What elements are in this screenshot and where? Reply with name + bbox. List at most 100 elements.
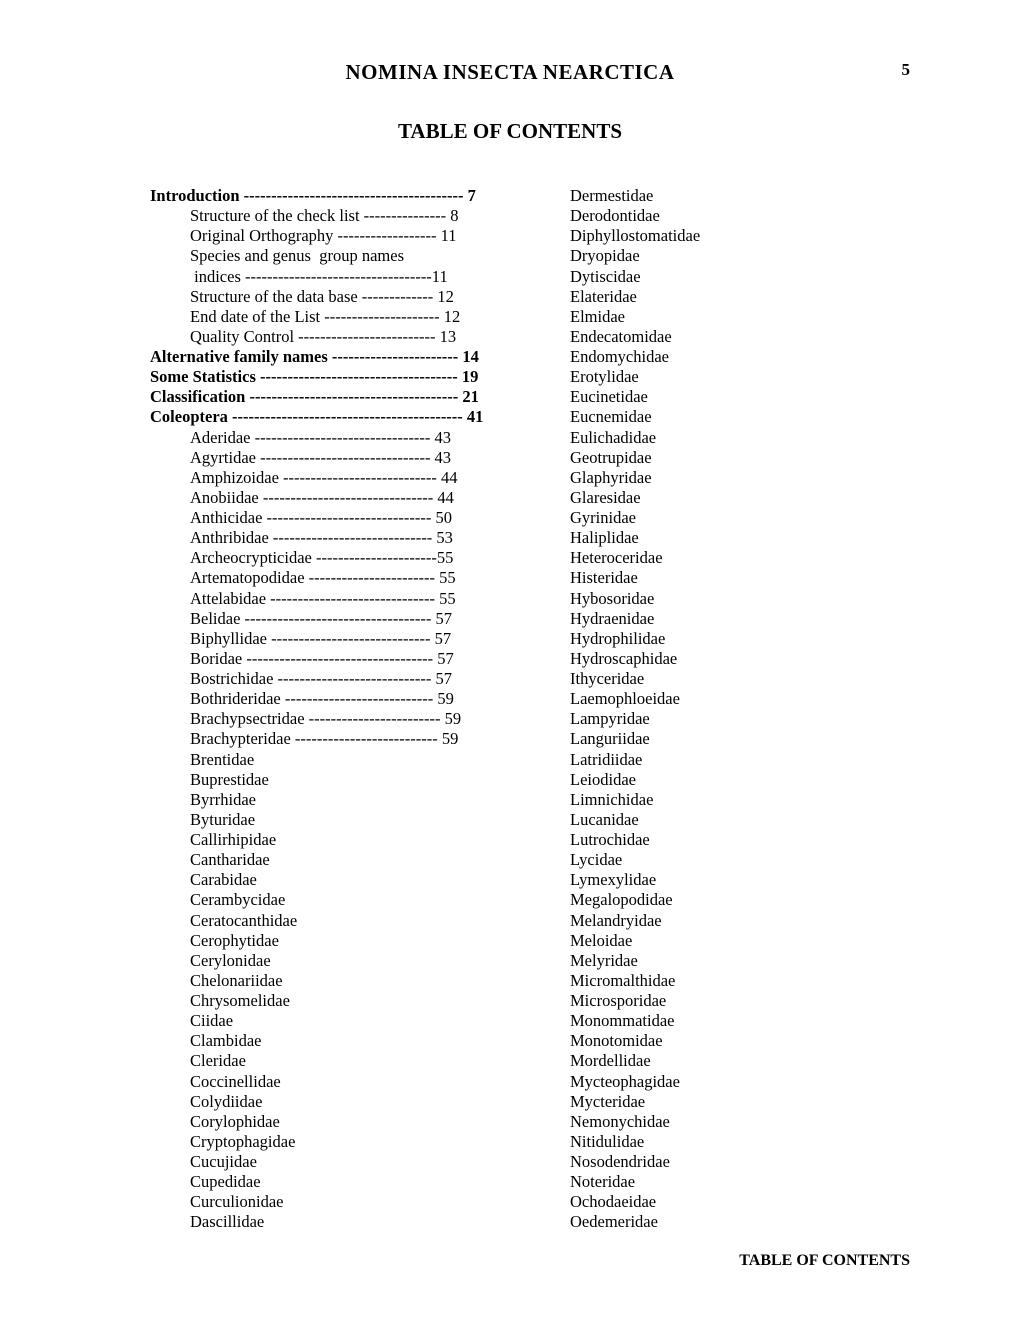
page-number: 5: [902, 60, 911, 80]
toc-entry: Introduction ---------------------------…: [150, 186, 500, 206]
toc-entry: Cerambycidae: [150, 890, 500, 910]
toc-entry: Laemophloeidae: [570, 689, 850, 709]
toc-entry: Nosodendridae: [570, 1152, 850, 1172]
toc-entry: Heteroceridae: [570, 548, 850, 568]
toc-entry: Anobiidae ------------------------------…: [150, 488, 500, 508]
toc-entry: Anthicidae -----------------------------…: [150, 508, 500, 528]
toc-entry: Clambidae: [150, 1031, 500, 1051]
toc-entry: Quality Control ------------------------…: [150, 327, 500, 347]
toc-right-column: DermestidaeDerodontidaeDiphyllostomatida…: [570, 186, 850, 1233]
toc-entry: Agyrtidae ------------------------------…: [150, 448, 500, 468]
toc-entry: Derodontidae: [570, 206, 850, 226]
toc-left-column: Introduction ---------------------------…: [150, 186, 500, 1233]
toc-entry: Byrrhidae: [150, 790, 500, 810]
toc-entry: Brentidae: [150, 750, 500, 770]
toc-entry: Dascillidae: [150, 1212, 500, 1232]
toc-entry: Anthribidae ----------------------------…: [150, 528, 500, 548]
toc-entry: Species and genus group names: [150, 246, 500, 266]
toc-entry: Carabidae: [150, 870, 500, 890]
toc-entry: Colydiidae: [150, 1092, 500, 1112]
toc-entry: Aderidae -------------------------------…: [150, 428, 500, 448]
toc-entry: Elmidae: [570, 307, 850, 327]
toc-entry: Mycteophagidae: [570, 1072, 850, 1092]
toc-entry: Brachypteridae -------------------------…: [150, 729, 500, 749]
toc-entry: Corylophidae: [150, 1112, 500, 1132]
toc-entry: Microsporidae: [570, 991, 850, 1011]
header-title: NOMINA INSECTA NEARCTICA: [346, 60, 675, 84]
toc-entry: Hydrophilidae: [570, 629, 850, 649]
toc-entry: Belidae --------------------------------…: [150, 609, 500, 629]
toc-entry: Hydraenidae: [570, 609, 850, 629]
toc-entry: Monotomidae: [570, 1031, 850, 1051]
toc-entry: Boridae --------------------------------…: [150, 649, 500, 669]
toc-entry: Byturidae: [150, 810, 500, 830]
toc-entry: Callirhipidae: [150, 830, 500, 850]
toc-entry: Dermestidae: [570, 186, 850, 206]
toc-entry: Elateridae: [570, 287, 850, 307]
toc-entry: Nitidulidae: [570, 1132, 850, 1152]
toc-entry: Structure of the data base -------------…: [150, 287, 500, 307]
toc-entry: Bothrideridae --------------------------…: [150, 689, 500, 709]
toc-entry: Cerophytidae: [150, 931, 500, 951]
toc-entry: Geotrupidae: [570, 448, 850, 468]
toc-entry: Artematopodidae ----------------------- …: [150, 568, 500, 588]
toc-entry: Lucanidae: [570, 810, 850, 830]
toc-entry: Amphizoidae ----------------------------…: [150, 468, 500, 488]
toc-entry: Oedemeridae: [570, 1212, 850, 1232]
toc-entry: Buprestidae: [150, 770, 500, 790]
toc-entry: Chrysomelidae: [150, 991, 500, 1011]
toc-entry: Glaresidae: [570, 488, 850, 508]
toc-entry: Melandryidae: [570, 911, 850, 931]
document-page: NOMINA INSECTA NEARCTICA 5 TABLE OF CONT…: [0, 0, 1020, 1320]
toc-entry: Eucnemidae: [570, 407, 850, 427]
toc-entry: Original Orthography ------------------ …: [150, 226, 500, 246]
toc-entry: Cleridae: [150, 1051, 500, 1071]
toc-entry: Cerylonidae: [150, 951, 500, 971]
toc-entry: Histeridae: [570, 568, 850, 588]
toc-entry: Archeocrypticidae ----------------------…: [150, 548, 500, 568]
toc-entry: Eulichadidae: [570, 428, 850, 448]
toc-entry: Coccinellidae: [150, 1072, 500, 1092]
toc-columns: Introduction ---------------------------…: [110, 186, 910, 1233]
toc-entry: Dryopidae: [570, 246, 850, 266]
toc-entry: Classification -------------------------…: [150, 387, 500, 407]
header-row: NOMINA INSECTA NEARCTICA 5: [110, 60, 910, 85]
toc-entry: Noteridae: [570, 1172, 850, 1192]
toc-entry: Micromalthidae: [570, 971, 850, 991]
toc-entry: Mycteridae: [570, 1092, 850, 1112]
toc-entry: Hybosoridae: [570, 589, 850, 609]
toc-entry: Monommatidae: [570, 1011, 850, 1031]
toc-entry: Ochodaeidae: [570, 1192, 850, 1212]
toc-subtitle: TABLE OF CONTENTS: [110, 119, 910, 144]
toc-entry: Cantharidae: [150, 850, 500, 870]
toc-entry: Curculionidae: [150, 1192, 500, 1212]
toc-entry: Glaphyridae: [570, 468, 850, 488]
toc-entry: Languriidae: [570, 729, 850, 749]
footer-label: TABLE OF CONTENTS: [739, 1252, 910, 1270]
toc-entry: Cupedidae: [150, 1172, 500, 1192]
toc-entry: Diphyllostomatidae: [570, 226, 850, 246]
toc-entry: Erotylidae: [570, 367, 850, 387]
toc-entry: Lampyridae: [570, 709, 850, 729]
toc-entry: Biphyllidae ----------------------------…: [150, 629, 500, 649]
toc-entry: indices --------------------------------…: [150, 267, 500, 287]
toc-entry: Limnichidae: [570, 790, 850, 810]
toc-entry: Melyridae: [570, 951, 850, 971]
toc-entry: Alternative family names ---------------…: [150, 347, 500, 367]
toc-entry: Chelonariidae: [150, 971, 500, 991]
toc-entry: Leiodidae: [570, 770, 850, 790]
toc-entry: Latridiidae: [570, 750, 850, 770]
toc-entry: Endecatomidae: [570, 327, 850, 347]
toc-entry: End date of the List -------------------…: [150, 307, 500, 327]
toc-entry: Bostrichidae ---------------------------…: [150, 669, 500, 689]
toc-entry: Attelabidae ----------------------------…: [150, 589, 500, 609]
toc-entry: Some Statistics ------------------------…: [150, 367, 500, 387]
toc-entry: Meloidae: [570, 931, 850, 951]
toc-entry: Mordellidae: [570, 1051, 850, 1071]
toc-entry: Ciidae: [150, 1011, 500, 1031]
toc-entry: Ceratocanthidae: [150, 911, 500, 931]
toc-entry: Haliplidae: [570, 528, 850, 548]
toc-entry: Dytiscidae: [570, 267, 850, 287]
toc-entry: Hydroscaphidae: [570, 649, 850, 669]
toc-entry: Gyrinidae: [570, 508, 850, 528]
